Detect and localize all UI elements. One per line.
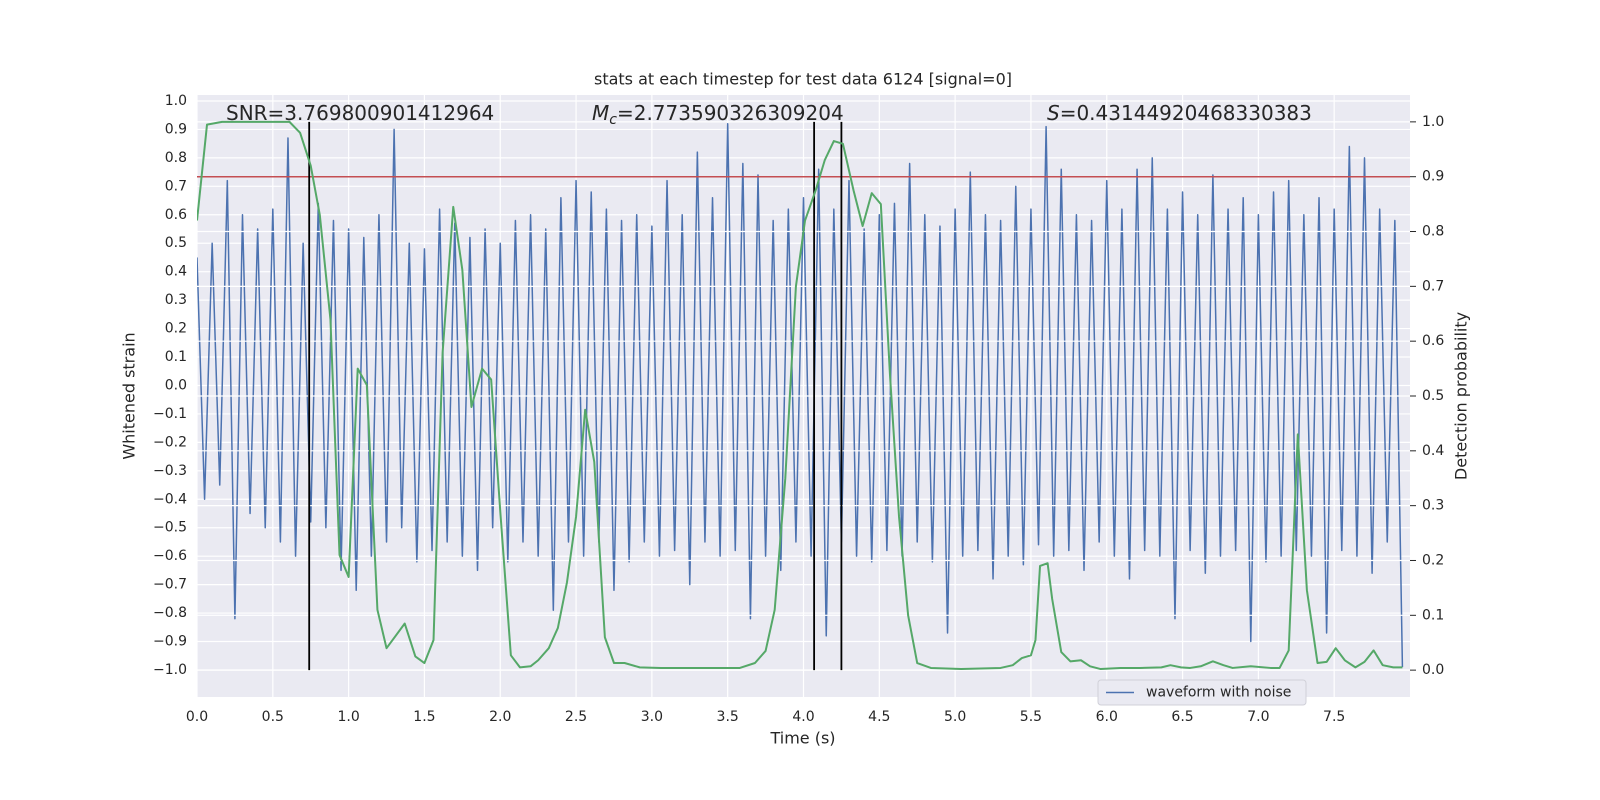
x-tick-label: 5.0 (944, 709, 966, 725)
annotation-part: =0.43144920468330383 (1060, 101, 1312, 125)
plot-layer (197, 95, 1410, 697)
series-line (197, 122, 1404, 668)
y-tick-label: 0.5 (165, 235, 187, 251)
legend-label: waveform with noise (1146, 685, 1291, 701)
y-tick-label: 0.4 (165, 264, 187, 280)
annotation-part: c (609, 112, 617, 128)
y-tick-label: 0.0 (165, 377, 187, 393)
y2-tick-label: 0.4 (1422, 443, 1444, 459)
annotation: Mc=2.773590326309204 (592, 101, 844, 129)
annotation: S=0.43144920468330383 (1047, 101, 1312, 125)
y-tick-label: 1.0 (165, 93, 187, 109)
y-tick-label: −0.8 (153, 605, 187, 621)
y-tick-label: 0.6 (165, 207, 187, 223)
x-tick-label: 1.0 (337, 709, 359, 725)
y2-tick-label: 0.2 (1422, 552, 1444, 568)
series-line (197, 120, 1403, 671)
x-tick-label: 6.5 (1171, 709, 1193, 725)
y2-tick-label: 0.6 (1422, 333, 1444, 349)
y-tick-label: 0.1 (165, 349, 187, 365)
y2-tick-label: 0.0 (1422, 662, 1444, 678)
x-tick-label: 2.0 (489, 709, 511, 725)
y-tick-label: −0.6 (153, 548, 187, 564)
x-tick-label: 4.5 (868, 709, 890, 725)
x-tick-label: 7.5 (1323, 709, 1345, 725)
x-tick-label: 5.5 (1020, 709, 1042, 725)
annotation-part: S (1047, 101, 1060, 125)
y2-tick-label: 0.5 (1422, 388, 1444, 404)
y2-tick-label: 0.7 (1422, 278, 1444, 294)
x-tick-label: 6.0 (1096, 709, 1118, 725)
x-tick-label: 1.5 (413, 709, 435, 725)
x-tick-label: 4.0 (792, 709, 814, 725)
y-tick-label: −0.5 (153, 520, 187, 536)
y-tick-label: −0.9 (153, 634, 187, 650)
y-tick-label: −0.7 (153, 577, 187, 593)
y2-tick-label: 0.1 (1422, 607, 1444, 623)
x-tick-label: 0.5 (262, 709, 284, 725)
legend-box (1097, 679, 1307, 706)
annotation-part: =2.773590326309204 (617, 101, 844, 125)
annotation: SNR=3.769800901412964 (226, 101, 494, 125)
x-tick-label: 3.5 (717, 709, 739, 725)
x-tick-label: 7.0 (1247, 709, 1269, 725)
y-tick-label: −0.3 (153, 463, 187, 479)
x-tick-label: 2.5 (565, 709, 587, 725)
y-axis-label: Whitened strain (120, 332, 139, 459)
y-tick-label: −1.0 (153, 662, 187, 678)
chart-title: stats at each timestep for test data 612… (594, 70, 1012, 89)
y-tick-label: −0.2 (153, 434, 187, 450)
y-tick-label: 0.7 (165, 178, 187, 194)
x-tick-label: 3.0 (641, 709, 663, 725)
y-tick-label: −0.4 (153, 491, 187, 507)
x-tick-label: 0.0 (186, 709, 208, 725)
y2-tick-label: 0.3 (1422, 498, 1444, 514)
y-tick-label: 0.9 (165, 121, 187, 137)
y-tick-label: −0.1 (153, 406, 187, 422)
y-tick-label: 0.8 (165, 150, 187, 166)
y2-tick-label: 0.8 (1422, 224, 1444, 240)
y2-tick-label: 0.9 (1422, 169, 1444, 185)
x-axis-label: Time (s) (769, 729, 835, 748)
annotation-part: M (592, 101, 609, 125)
y-tick-label: 0.2 (165, 321, 187, 337)
annotation-part: SNR=3.769800901412964 (226, 101, 494, 125)
y-tick-label: 0.3 (165, 292, 187, 308)
y2-axis-label: Detection probability (1452, 312, 1471, 480)
y2-tick-label: 1.0 (1422, 114, 1444, 130)
